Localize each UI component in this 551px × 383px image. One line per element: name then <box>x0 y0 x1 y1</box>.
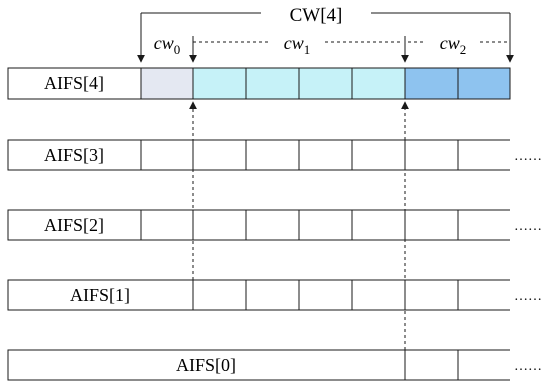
aifs-2-box <box>7 209 142 241</box>
aifs-1-box <box>7 279 194 311</box>
aifs-0-label: AIFS[0] <box>176 355 236 375</box>
row-aifs-0: AIFS[0] …… <box>7 349 542 381</box>
cw2-label: cw2 <box>440 33 467 57</box>
aifs-0-box <box>7 349 406 381</box>
row-aifs-1: AIFS[1] …… <box>7 279 542 311</box>
cw4-label: CW[4] <box>290 5 343 26</box>
cw-segment-dividers <box>189 36 507 63</box>
aifs-4-label: AIFS[4] <box>44 73 104 93</box>
ellipsis-aifs-0: …… <box>514 359 542 374</box>
row-aifs-3: AIFS[3] …… <box>7 139 542 171</box>
cw0-slot <box>140 67 194 100</box>
cw0-label: cw0 <box>154 33 181 57</box>
aifs-3-label: AIFS[3] <box>44 145 104 165</box>
aifs-3-box <box>7 139 142 171</box>
alignment-lines <box>189 101 409 350</box>
aifs-1-label: AIFS[1] <box>70 285 130 305</box>
aifs-2-label: AIFS[2] <box>44 215 104 235</box>
row-aifs-4: AIFS[4] <box>7 67 511 100</box>
ellipsis-aifs-2: …… <box>514 219 542 234</box>
cw1-label: cw1 <box>284 33 311 57</box>
ellipsis-aifs-3: …… <box>514 149 542 164</box>
ellipsis-aifs-1: …… <box>514 289 542 304</box>
row-aifs-2: AIFS[2] …… <box>7 209 542 241</box>
cw4-brace: CW[4] <box>137 5 514 63</box>
